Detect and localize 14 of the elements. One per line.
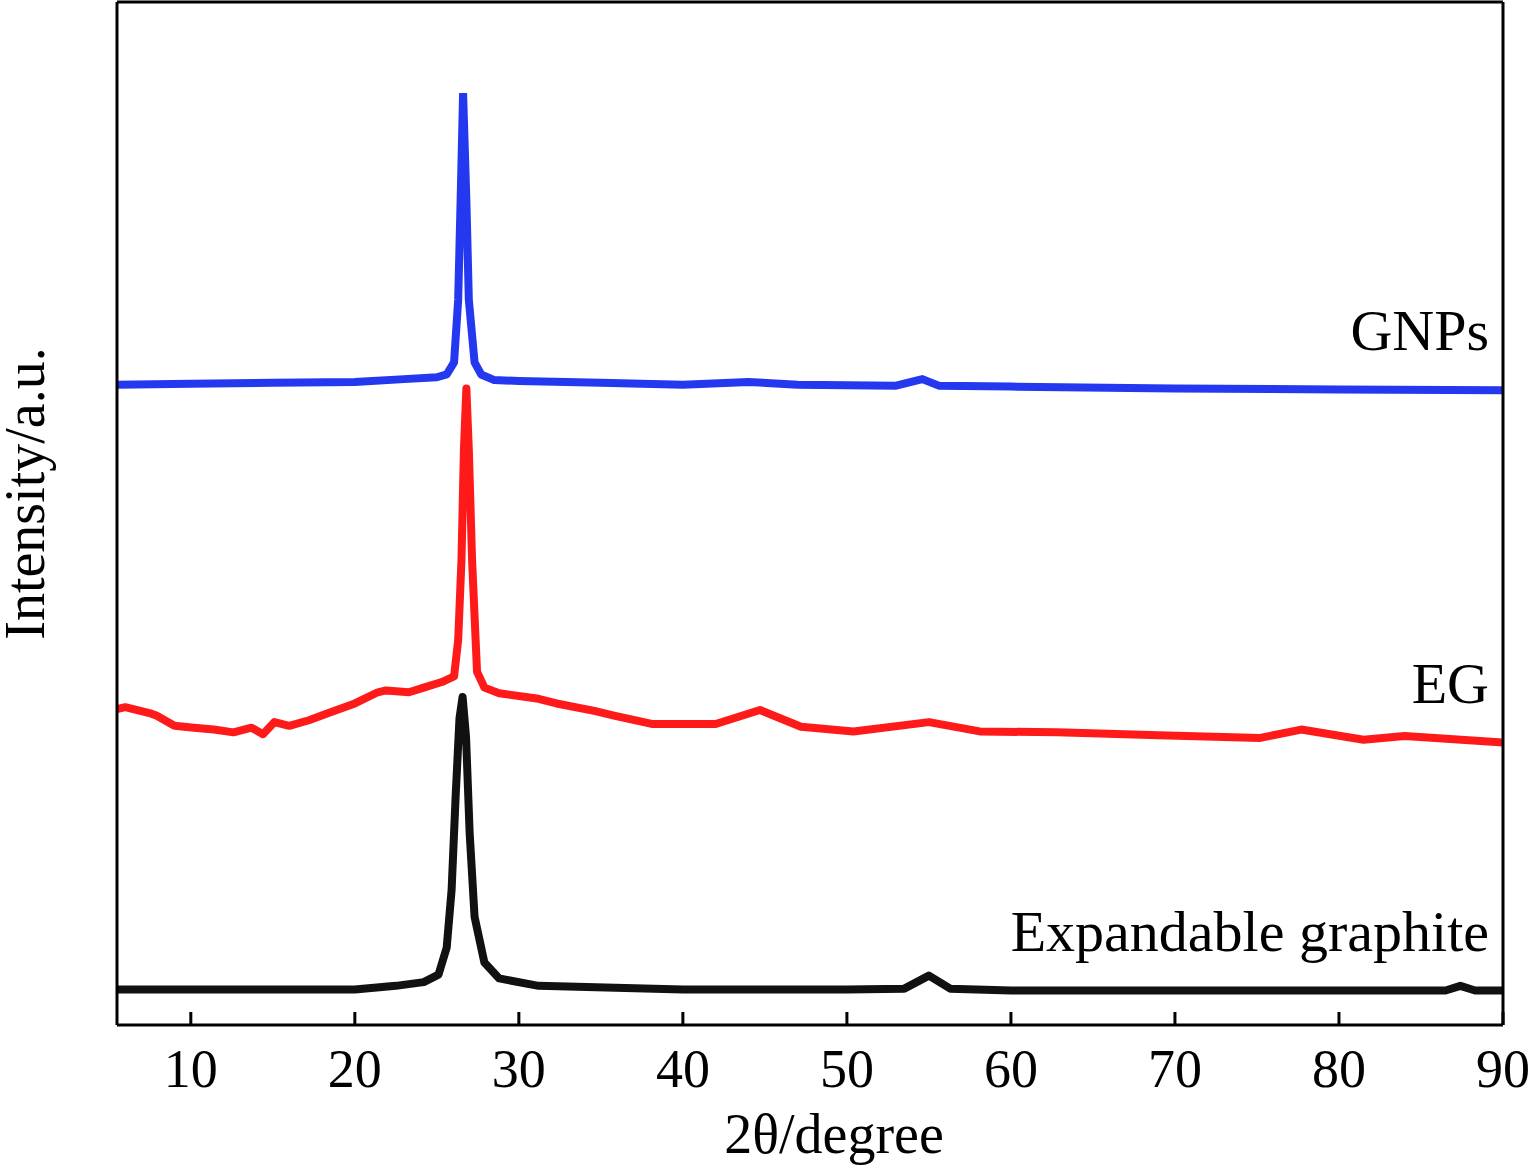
x-tick-label: 70: [1147, 1039, 1202, 1099]
x-axis-title: 2θ/degree: [724, 1103, 944, 1165]
x-tick-label: 10: [163, 1039, 218, 1099]
x-tick-label: 30: [491, 1039, 546, 1099]
y-axis-title: Intensity/a.u.: [0, 347, 56, 640]
x-tick-label: 90: [1476, 1039, 1530, 1099]
x-tick-label: 60: [983, 1039, 1038, 1099]
series-label: EG: [1411, 650, 1489, 716]
x-tick-label: 20: [327, 1039, 382, 1099]
series-label: Expandable graphite: [1010, 898, 1489, 964]
x-tick-label: 50: [819, 1039, 874, 1099]
series-label: GNPs: [1350, 298, 1489, 364]
x-tick-label: 40: [655, 1039, 710, 1099]
x-tick-label: 80: [1311, 1039, 1366, 1099]
